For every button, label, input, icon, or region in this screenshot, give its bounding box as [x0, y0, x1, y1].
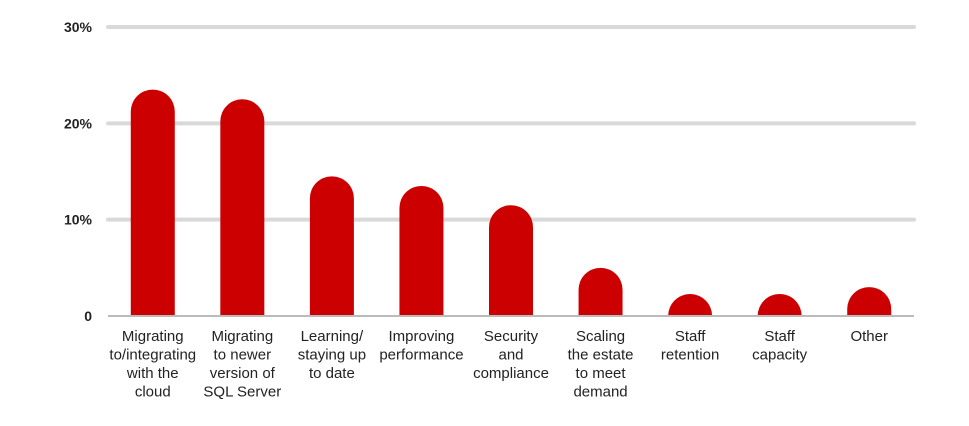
bar-5: [489, 205, 533, 316]
bar-2: [220, 99, 265, 316]
x-tick-label-line: to/integrating: [109, 347, 196, 364]
x-tick-label: Staff retention: [661, 328, 719, 364]
y-tick-label: 20%: [64, 115, 93, 131]
bars: [130, 89, 892, 316]
x-tick-label: Migrating to/integrating with the cloud: [109, 328, 196, 401]
x-tick-label: Staff capacity: [752, 328, 808, 364]
bar-3: [309, 176, 354, 316]
x-tick-label: Other: [850, 328, 888, 345]
x-tick-label: Learning/staying up to date: [298, 328, 366, 382]
y-axis: 0 10% 20% 30%: [64, 19, 93, 324]
x-tick-label-line: cloud: [135, 384, 171, 401]
x-tick-label-line: Other: [850, 328, 888, 345]
x-tick-label-line: the estate: [568, 347, 634, 364]
x-tick-label-line: Security: [484, 328, 539, 345]
x-tick-label-line: to newer: [214, 347, 272, 364]
x-tick-label-line: Scaling: [576, 328, 625, 345]
x-tick-label-line: staying up: [298, 347, 366, 364]
x-tick-label-line: Staff: [764, 328, 795, 345]
x-tick-label: Improving performance: [379, 328, 463, 364]
x-tick-label-line: with the: [126, 365, 179, 382]
x-tick-label-line: Improving: [389, 328, 455, 345]
x-tick-label-line: Staff: [675, 328, 706, 345]
x-tick-label-line: capacity: [752, 347, 808, 364]
x-tick-label-line: demand: [573, 384, 627, 401]
x-tick-label-line: version of: [210, 365, 276, 382]
x-axis: Migrating to/integrating with the cloudMigr…: [108, 315, 914, 401]
x-tick-label-line: to meet: [576, 365, 627, 382]
bar-9: [847, 287, 892, 316]
x-tick-label-line: SQL Server: [203, 384, 281, 401]
x-tick-label-line: retention: [661, 347, 719, 364]
y-tick-label: 10%: [64, 212, 93, 228]
x-tick-label-line: Learning/: [301, 328, 364, 345]
x-tick-label: Security and compliance: [473, 328, 549, 382]
x-tick-label: Migrating to newer version of SQL Server: [203, 328, 281, 401]
x-tick-label-line: to date: [309, 365, 355, 382]
x-tick-label-line: compliance: [473, 365, 549, 382]
y-tick-label: 0: [84, 308, 92, 324]
x-tick-label-line: Migrating: [122, 328, 184, 345]
x-tick-label-line: and: [498, 347, 523, 364]
bar-4: [399, 185, 444, 316]
bar-7: [668, 294, 713, 316]
bar-6: [578, 267, 623, 316]
bar-8: [757, 294, 802, 316]
x-tick-label-line: Migrating: [211, 328, 273, 345]
y-tick-label: 30%: [64, 19, 93, 35]
bar-1: [130, 89, 175, 316]
x-tick-label-line: performance: [379, 347, 463, 364]
x-tick-label: Scaling the estate to meet demand: [568, 328, 634, 401]
